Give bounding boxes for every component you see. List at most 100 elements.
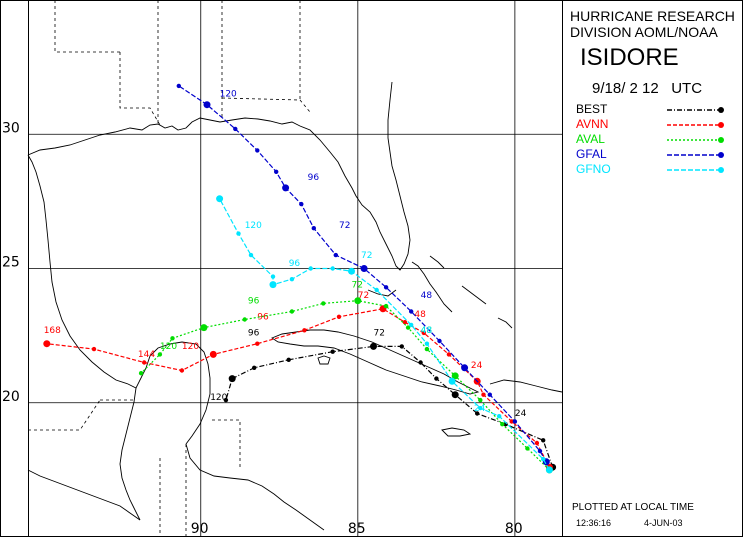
init-time: 9/18/ 2 12 UTC [592,80,703,97]
forecast-hour-label: 24 [474,404,486,414]
forecast-hour-label: 48 [421,326,433,336]
forecast-hour-label: 72 [361,251,372,261]
lat-label: 30 [2,120,20,136]
track-best: 24 72 96 120 [210,329,557,471]
track-point [437,338,442,344]
track-point [228,375,236,383]
legend-entry-gfno: GFNO [562,162,743,177]
track-point [311,226,316,231]
track-point [405,325,411,330]
forecast-hour-label: 48 [421,326,433,336]
track-line-best [225,345,554,468]
forecast-hour-label: 144 [138,350,155,360]
coastlines [27,81,563,531]
forecast-hour-label: 48 [421,291,433,301]
forecast-hour-label: 72 [339,221,350,231]
track-point [333,252,338,258]
legend-label: AVAL [576,132,605,146]
coast-bahamas-2 [429,255,445,269]
coast-yucatan [119,387,141,521]
legend-swatch [667,107,724,113]
track-point [424,341,430,346]
track-line-avnn [46,308,550,468]
track-point [534,440,540,446]
forecast-hour-label: 72 [374,329,385,339]
forecast-hour-label: 24 [515,409,527,419]
coast-texas-mexico [27,154,211,445]
coast-florida-keys [367,289,397,297]
coast-cuba [271,329,480,395]
coast-central-america [185,443,325,531]
track-point [478,405,483,411]
footer-time: 12:36:16 [576,518,612,528]
grid [28,0,562,537]
track-point [418,360,423,365]
coast-hispaniola [489,379,563,393]
track-point [374,287,379,293]
track-point [236,231,241,236]
track-point [176,83,181,89]
lon-label: 80 [505,521,523,537]
forecast-hour-label: 120 [245,221,262,231]
track-point [270,274,276,279]
track-point [537,448,543,454]
coast-isle-of-youth [317,355,331,365]
forecast-hour-label: 168 [44,326,61,336]
track-point [209,350,217,358]
track-point [500,422,505,427]
forecast-hour-label: 120 [182,342,199,352]
track-point [348,267,355,275]
track-point [274,169,279,174]
legend-entry-best: BEST [562,102,743,117]
track-point [330,266,335,271]
forecast-hour-label: 120 [160,342,177,352]
track-point [541,456,546,462]
track-point [497,414,502,419]
track-point [409,309,414,314]
coast-us-gulf [27,81,411,271]
track-point [509,419,514,424]
track-point [370,342,377,350]
track-point [299,201,304,207]
track-point [354,297,362,305]
legend-label: GFNO [576,162,611,176]
track-point [487,392,492,397]
track-gfno: 24 48 72 96 120 [216,195,553,474]
track-point [302,328,307,333]
track-point [200,324,208,332]
track-point [248,252,254,258]
legend-swatch-dot [718,107,724,113]
track-point [448,377,456,385]
title-line-1: HURRICANE RESEARCH [570,8,735,24]
track-point [289,309,295,314]
track-point [252,365,257,370]
legend-swatch-dot [718,152,724,158]
track-point [170,336,175,341]
axis-labels: 30 25 20 90 85 80 [2,120,523,537]
forecast-hour-label: 96 [257,313,269,323]
lat-label: 20 [2,389,20,405]
legend-panel: HURRICANE RESEARCH DIVISION AOML/NOAA IS… [562,0,743,537]
track-point [451,372,459,380]
legend-entry-gfal: GFAL [562,147,743,162]
track-point [216,195,224,203]
track-gfal: 48 72 96 120 [176,83,550,466]
track-line-gfal [178,85,547,463]
state-borders [28,0,390,536]
lon-label: 90 [191,521,209,537]
tracks: 24 72 96 120 24 48 72 96 120 144 168 48 72 96 120 48 72 9… [43,83,557,474]
track-point [91,346,97,352]
track-point [330,349,335,354]
track-point [434,376,439,381]
coast-bahamas [411,261,453,313]
forecast-hour-label: 96 [289,259,301,269]
track-point [478,397,483,403]
forecast-hour-label: 24 [471,361,483,371]
track-point [360,265,368,272]
track-point [336,314,342,319]
track-point [142,360,147,365]
coast-jamaica [441,427,472,437]
track-point [424,346,430,352]
